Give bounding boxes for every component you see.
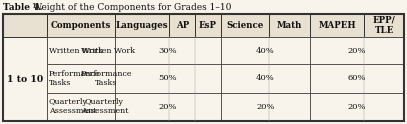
Bar bbox=[310, 64, 404, 93]
Bar bbox=[169, 14, 195, 37]
Text: EPP/
TLE: EPP/ TLE bbox=[373, 16, 396, 35]
Text: Quarterly
Assessment: Quarterly Assessment bbox=[81, 98, 128, 115]
Text: Written Work: Written Work bbox=[81, 47, 135, 55]
Text: 1 to 10: 1 to 10 bbox=[7, 75, 43, 83]
Text: 40%: 40% bbox=[256, 75, 275, 82]
Text: 20%: 20% bbox=[348, 103, 366, 111]
Text: Performance
Tasks: Performance Tasks bbox=[81, 70, 132, 87]
Bar bbox=[115, 93, 221, 121]
Text: 30%: 30% bbox=[159, 47, 177, 55]
Bar bbox=[46, 64, 115, 93]
Bar bbox=[46, 14, 115, 37]
Text: Weight of the Components for Grades 1–10: Weight of the Components for Grades 1–10 bbox=[30, 3, 231, 12]
Text: 60%: 60% bbox=[348, 75, 366, 82]
Bar bbox=[115, 64, 221, 93]
Bar bbox=[195, 14, 221, 37]
Text: Written Work: Written Work bbox=[48, 47, 103, 55]
Bar bbox=[310, 37, 404, 64]
Bar bbox=[364, 14, 404, 37]
Bar bbox=[46, 93, 115, 121]
Text: Performance
Tasks: Performance Tasks bbox=[48, 70, 100, 87]
Text: Quarterly
Assessment: Quarterly Assessment bbox=[48, 98, 96, 115]
Text: 20%: 20% bbox=[159, 103, 177, 111]
Bar bbox=[310, 14, 364, 37]
Bar bbox=[221, 64, 310, 93]
Bar bbox=[269, 14, 310, 37]
Text: EsP: EsP bbox=[199, 21, 217, 30]
Text: MAPEH: MAPEH bbox=[318, 21, 356, 30]
Bar bbox=[221, 37, 310, 64]
Bar bbox=[310, 93, 404, 121]
Bar bbox=[115, 37, 221, 64]
Bar bbox=[46, 93, 115, 121]
Bar bbox=[3, 37, 46, 121]
Text: Languages: Languages bbox=[116, 21, 168, 30]
Bar bbox=[221, 93, 310, 121]
Bar bbox=[46, 37, 115, 64]
Text: Components: Components bbox=[50, 21, 111, 30]
Bar bbox=[46, 64, 115, 93]
Text: Science: Science bbox=[226, 21, 264, 30]
Text: Table 4.: Table 4. bbox=[3, 3, 43, 12]
Text: Math: Math bbox=[277, 21, 302, 30]
Text: 20%: 20% bbox=[256, 103, 275, 111]
Text: 40%: 40% bbox=[256, 47, 275, 55]
Bar bbox=[46, 37, 115, 64]
Text: AP: AP bbox=[175, 21, 189, 30]
Bar bbox=[221, 14, 269, 37]
Text: 50%: 50% bbox=[159, 75, 177, 82]
Bar bbox=[3, 14, 46, 37]
Bar bbox=[3, 14, 404, 121]
Bar bbox=[115, 14, 169, 37]
Text: 20%: 20% bbox=[348, 47, 366, 55]
